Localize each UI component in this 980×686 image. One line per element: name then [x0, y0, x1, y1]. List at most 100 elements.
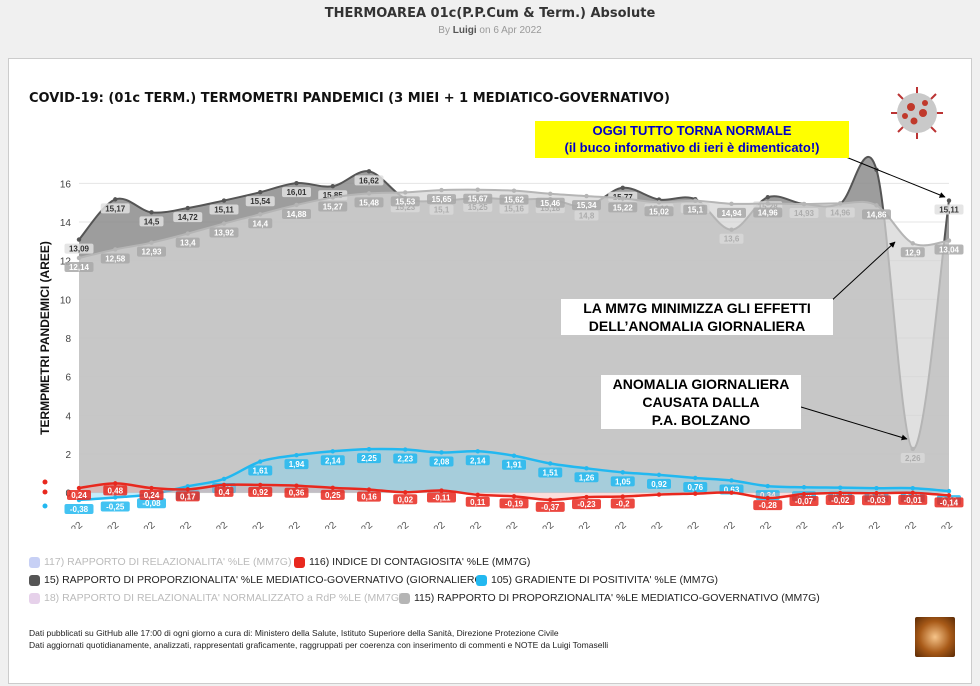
- data-label-bg-s15: [282, 187, 311, 198]
- data-label-s116: -0,28: [759, 501, 778, 510]
- data-label-bg-s105: [465, 455, 490, 466]
- data-label-bg-s105: [248, 465, 273, 476]
- point-s105: [946, 488, 952, 494]
- data-label-s116: -0,2: [616, 500, 630, 509]
- point-s15: [185, 205, 190, 211]
- data-label-s105: 1,26: [579, 473, 595, 482]
- data-label-bg-s116: [753, 500, 783, 511]
- point-s105: [729, 478, 734, 483]
- data-label-bg-s115: [572, 200, 601, 211]
- data-label-s115: 15,48: [359, 198, 380, 207]
- point-s116: [838, 490, 843, 496]
- data-label-bg-s116: [610, 498, 635, 509]
- legend-label-18: 18) RAPPORTO DI RELAZIONALITA' NORMALIZZ…: [44, 592, 403, 604]
- point-s15: [330, 184, 335, 189]
- point-s115: [258, 212, 263, 217]
- data-label-bg-s116: [139, 490, 164, 501]
- data-label-bg-s105: [647, 478, 671, 489]
- data-label-s115: 13,04: [939, 246, 960, 255]
- annotation-yellow-line2: (il buco informativo di ieri è dimentica…: [564, 140, 820, 155]
- data-label-s115: 15,67: [468, 195, 489, 204]
- point-s105: [620, 470, 625, 475]
- data-label-bg-s115: [318, 201, 348, 212]
- data-label-s116: -0,07: [795, 497, 814, 506]
- annotation-anomaly: ANOMALIA GIORNALIERA CAUSATA DALLA P.A. …: [601, 375, 801, 429]
- data-label-s116: -0,11: [433, 494, 451, 503]
- point-s116: [946, 493, 952, 498]
- legend-item-116[interactable]: 116) INDICE DI CONTAGIOSITA' %LE (MM7G): [294, 556, 530, 568]
- data-label-bg-s116: [898, 494, 928, 505]
- y-tick-label: 2: [65, 450, 71, 461]
- data-label-s115: 15,34: [576, 201, 597, 210]
- point-s116: [765, 495, 770, 501]
- point-s15: [258, 190, 263, 195]
- data-label-bg-s105: [429, 456, 454, 467]
- legend-swatch-117: [29, 556, 40, 568]
- point-s115: [403, 190, 408, 195]
- data-label-bg-s115: [608, 202, 638, 213]
- data-label-s115: 14,86: [866, 210, 887, 219]
- annotation-mm7g-line1: LA MM7G MINIMIZZA GLI EFFETTI: [583, 300, 811, 316]
- data-label-bg-s116: [214, 486, 234, 497]
- legend-swatch-18: [29, 592, 40, 604]
- point-s116: [439, 488, 444, 493]
- data-label-s116: 0,4: [218, 488, 230, 497]
- data-label-s116: 0,17: [180, 492, 196, 501]
- annotation-mm7g-line2: DELL’ANOMALIA GIORNALIERA: [588, 318, 806, 334]
- chart-title: COVID-19: (01c TERM.) TERMOMETRI PANDEMI…: [29, 91, 670, 106]
- data-label-s105: 0,63: [724, 485, 740, 494]
- point-s15: [221, 198, 227, 203]
- data-label-bg-s116: [535, 501, 565, 512]
- legend-item-115[interactable]: 115) RAPPORTO DI PROPORZIONALITA' %LE ME…: [399, 592, 820, 604]
- data-label-bg-s15: [139, 216, 164, 227]
- data-label-bg-s105: [610, 476, 635, 487]
- point-s115: [620, 196, 625, 201]
- point-s105: [765, 483, 770, 489]
- data-label-s15: 13,09: [69, 245, 90, 254]
- x-tick-label: 12/03/2022: [40, 520, 86, 529]
- author-link[interactable]: Luigi: [452, 25, 477, 36]
- data-label-bg-s115: [427, 194, 456, 205]
- data-label-bg-s115: [535, 197, 565, 208]
- data-label-s115: 14,96: [758, 208, 779, 217]
- data-label-bg-s116: [789, 496, 819, 507]
- legend-item-15[interactable]: 15) RAPPORTO DI PROPORZIONALITA' %LE MED…: [29, 574, 486, 586]
- point-s116: [910, 490, 915, 496]
- data-label-bg-s115: [753, 207, 783, 218]
- point-s115: [838, 201, 843, 206]
- data-label-s105: 1,05: [615, 477, 631, 486]
- legend-label-105: 105) GRADIENTE DI POSITIVITA' %LE (MM7G): [491, 574, 719, 586]
- data-label-bg-s105: [137, 498, 166, 509]
- legend-item-117[interactable]: 117) RAPPORTO DI RELAZIONALITA' %LE (MM7…: [29, 556, 291, 568]
- data-label-s116: 0,48: [107, 486, 123, 495]
- point-s105: [439, 450, 444, 455]
- point-s116: [874, 491, 879, 496]
- legend-item-18[interactable]: 18) RAPPORTO DI RELAZIONALITA' NORMALIZZ…: [29, 592, 403, 604]
- data-label-s115: 14,88: [286, 210, 307, 219]
- data-label-bg-s115: [934, 244, 964, 255]
- point-s115: [584, 193, 589, 199]
- byline-date: on 6 Apr 2022: [479, 25, 542, 36]
- data-label-s115: 15,27: [323, 202, 344, 211]
- legend-item-105[interactable]: 105) GRADIENTE DI POSITIVITA' %LE (MM7G): [476, 574, 718, 586]
- data-label-bg-s116: [825, 495, 855, 506]
- data-label-bg-s116: [175, 491, 200, 502]
- data-label-s15: 14,5: [144, 217, 160, 226]
- data-label-s105: 1,91: [506, 461, 522, 470]
- point-s15: [76, 237, 82, 242]
- data-label-s115: 14,94: [721, 209, 742, 218]
- data-label-bg-s105: [683, 481, 708, 492]
- point-s105: [693, 475, 698, 481]
- data-label-s116: -0,23: [577, 500, 596, 509]
- data-label-s116: 0,02: [397, 495, 413, 504]
- point-s115: [511, 188, 517, 193]
- data-label-s115: 15,22: [613, 203, 634, 212]
- point-s116: [185, 487, 190, 492]
- data-label-bg-s105: [538, 467, 563, 478]
- point-s105: [221, 476, 227, 482]
- data-label-s15: 15,17: [105, 204, 126, 213]
- point-s105: [584, 466, 589, 471]
- data-label-s116: 0,11: [470, 498, 486, 507]
- chart-card: COVID-19: (01c TERM.) TERMOMETRI PANDEMI…: [8, 58, 972, 684]
- data-label-bg-s105: [574, 472, 599, 483]
